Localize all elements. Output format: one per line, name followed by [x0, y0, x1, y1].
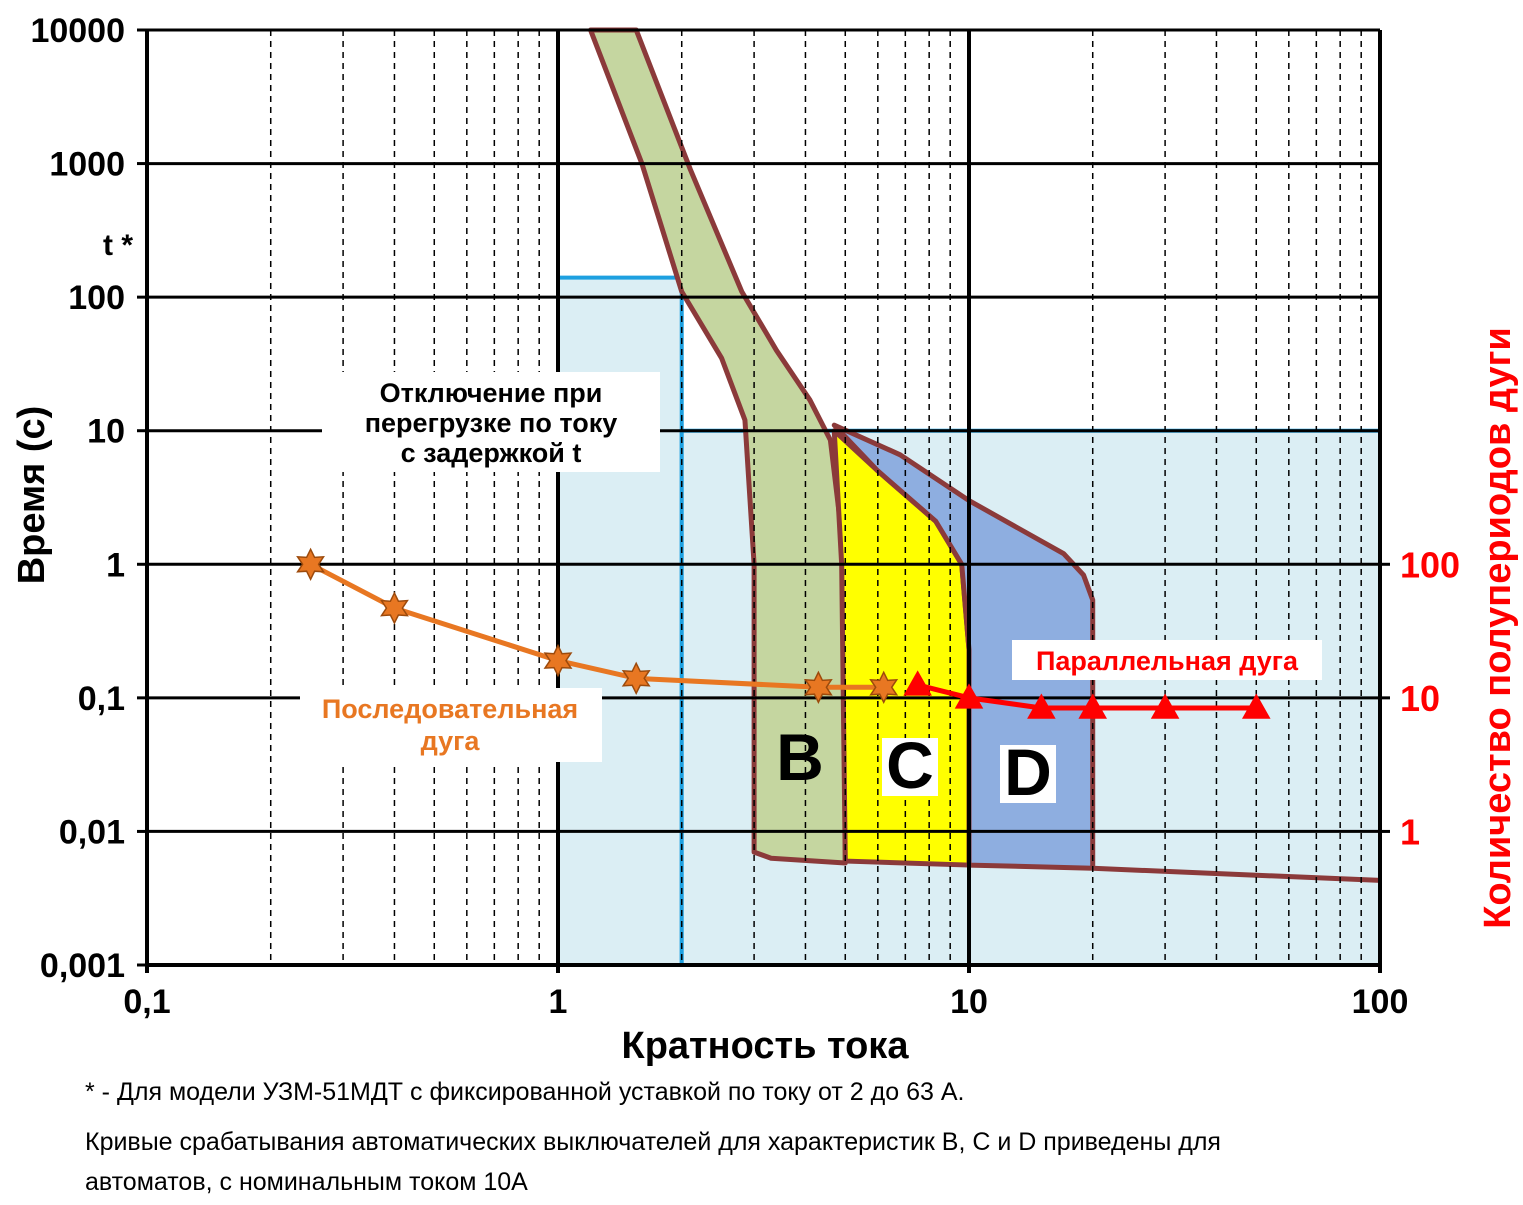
zone-label: D: [1004, 735, 1052, 809]
region-note: с задержкой t: [401, 438, 582, 468]
star-marker: [380, 591, 409, 625]
y-tick-label: 0,01: [59, 813, 125, 851]
footnote: автоматов, с номинальным током 10А: [85, 1168, 528, 1196]
series-label: дуга: [421, 726, 481, 756]
series-label: Последовательная: [322, 694, 578, 724]
series-line: [917, 682, 1257, 711]
footnote: Кривые срабатывания автоматических выклю…: [85, 1128, 1221, 1156]
y-tick-label: 100: [68, 279, 125, 317]
trip-curve-tail: [1092, 865, 1381, 883]
star-marker: [869, 670, 899, 704]
triangle-marker: [1027, 693, 1056, 719]
y2-tick-label: 1: [1400, 811, 1420, 852]
star-marker: [803, 670, 833, 704]
legend-box: [1012, 640, 1322, 680]
y-tick-label: 0,001: [40, 947, 125, 985]
x-tick-label: 0,1: [123, 983, 170, 1021]
note-box: [322, 372, 660, 472]
x-axis-title: Кратность тока: [622, 1025, 910, 1067]
triangle-marker: [1241, 693, 1271, 719]
triangle-marker: [903, 670, 932, 696]
x-tick-label: 100: [1352, 983, 1409, 1021]
y-tick-label: 1: [106, 546, 125, 584]
series-line: [309, 562, 884, 690]
zone-label: B: [776, 720, 824, 794]
y-tick-label: 0,1: [78, 680, 125, 718]
y-tick-label: 10000: [30, 12, 125, 50]
zone-label-box: [1000, 745, 1056, 803]
star-marker: [621, 661, 651, 695]
triangle-marker: [954, 683, 984, 709]
y-tick-label: 1000: [49, 146, 125, 184]
region-note: Отключение при: [380, 378, 603, 408]
x-tick-label: 1: [549, 983, 568, 1021]
triangle-marker: [1078, 693, 1108, 719]
x-tick-label: 10: [950, 983, 988, 1021]
legend-box: [300, 688, 602, 762]
y2-tick-label: 100: [1400, 544, 1460, 585]
y2-tick-label: 10: [1400, 678, 1440, 719]
y-tick-label: 10: [87, 413, 125, 451]
region-note: перегрузке по току: [365, 408, 618, 438]
footnote: * - Для модели УЗМ-51МДТ с фиксированной…: [85, 1078, 964, 1106]
triangle-marker: [1150, 693, 1180, 719]
star-marker: [543, 643, 573, 678]
zone-label: C: [886, 728, 934, 802]
y-marker: t *: [103, 229, 133, 262]
star-marker: [296, 547, 325, 581]
y2-axis-title: Количество полупериодов дуги: [1477, 327, 1519, 929]
y-axis-title: Время (с): [11, 406, 53, 585]
series-label: Параллельная дуга: [1036, 646, 1299, 676]
zone-label-box: [882, 738, 938, 796]
